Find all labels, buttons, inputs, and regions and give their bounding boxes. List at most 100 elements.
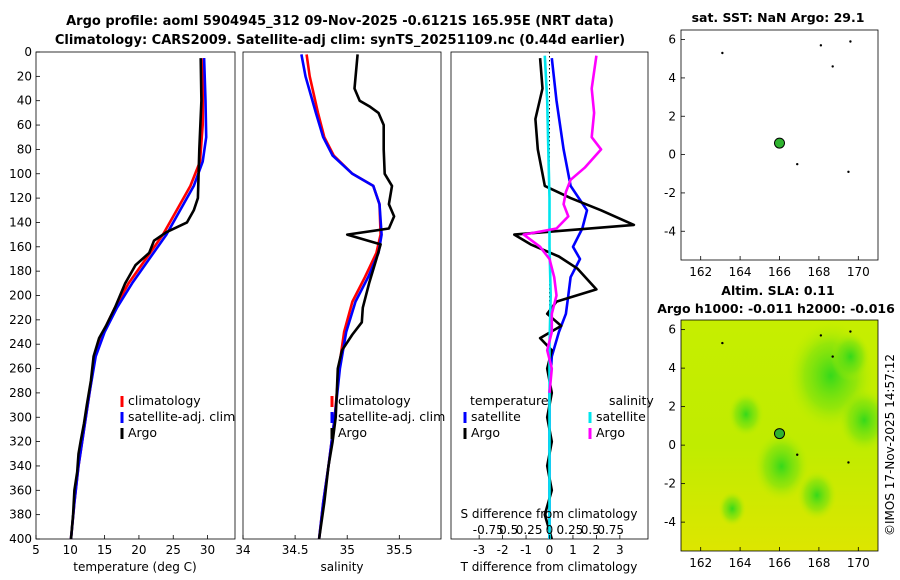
sla-map-y-ticks: 6 4 2 0 -2 -4 (664, 323, 685, 529)
y-tick-label: 20 (17, 69, 32, 83)
profile-dot (847, 170, 850, 174)
y-tick-label: 0 (668, 148, 676, 162)
sla-anomaly-blob (728, 392, 764, 437)
x-tick-label: 25 (166, 543, 181, 557)
x-tick-label: -1 (520, 543, 532, 557)
s-difference-label: S difference from climatology (461, 507, 638, 521)
y-tick-label: 6 (668, 323, 676, 337)
sla-anomaly-blob (718, 491, 747, 526)
legend-argo-label: Argo (128, 425, 157, 440)
y-tick-label: 6 (668, 33, 676, 47)
legend-climatology-label: climatology (128, 393, 201, 408)
profile-dot (831, 65, 834, 68)
salinity-diff-legend: salinity satellite Argo (588, 393, 654, 440)
sla-map-marks (721, 330, 852, 464)
y-tick-label: 320 (9, 435, 32, 449)
s-diff-tick-label: 0.25 (516, 523, 543, 537)
profile-dot (819, 44, 823, 47)
s-diff-tick-label: -0.75 (473, 523, 504, 537)
salinity-marks (300, 54, 396, 540)
profile-dot (849, 40, 852, 43)
x-tick-label: 162 (689, 556, 712, 570)
x-tick-label: 2 (593, 543, 601, 557)
y-tick-label: 300 (9, 410, 32, 424)
y-tick-label: 360 (9, 483, 32, 497)
x-tick-label: 10 (63, 543, 78, 557)
copyright-stamp: ©IMOS 17-Nov-2025 14:57:12 (883, 354, 897, 536)
profile-dot (796, 453, 799, 456)
title-line-1: Argo profile: aoml 5904945_312 09-Nov-20… (66, 14, 614, 29)
x-tick-label: 170 (847, 556, 870, 570)
y-tick-label: 60 (17, 118, 32, 132)
y-tick-label: 100 (9, 167, 32, 181)
tdiff-legend-argo-label: Argo (471, 425, 500, 440)
x-tick-label: 5 (32, 543, 40, 557)
sla-anomaly-blob (797, 470, 837, 520)
profile-dot (849, 330, 852, 333)
diff-series-line-3 (522, 55, 603, 394)
sdiff-legend-title: salinity (609, 393, 654, 408)
y-tick-label: -4 (664, 224, 676, 238)
salinity-x-label: salinity (320, 560, 363, 574)
sla-map-title-2: Argo h1000: -0.011 h2000: -0.016 (657, 301, 895, 316)
series-line-1 (69, 58, 208, 540)
y-tick-label: 0 (24, 45, 32, 59)
profile-dot (796, 162, 799, 166)
x-tick-label: 34 (235, 543, 250, 557)
temperature-y-ticks: 0 20 40 60 80 100 120 140 160 180 200 220 240 260 280 3… (9, 45, 40, 546)
x-tick-label: 164 (729, 556, 752, 570)
sla-anomaly-blob (830, 331, 871, 382)
x-tick-label: -3 (473, 543, 485, 557)
sst-map-panel: sat. SST: NaN Argo: 29.1 162 164 166 168 170… (664, 10, 879, 279)
temperature-diff-legend: temperature satellite Argo (463, 393, 549, 440)
y-tick-label: 220 (9, 313, 32, 327)
x-tick-label: 162 (689, 265, 712, 279)
s-difference-ticks: -0.750.50.25 0 0.250.50.75 (473, 523, 624, 537)
y-tick-label: 280 (9, 386, 32, 400)
y-tick-label: -4 (664, 515, 676, 529)
x-tick-label: 3 (616, 543, 624, 557)
diff-series-line-2 (543, 55, 552, 539)
x-tick-label: 1 (569, 543, 577, 557)
temperature-panel: 5 10 15 20 25 30 0 20 40 60 80 100 120 140 160 180 200 2… (9, 45, 236, 574)
sla-anomaly-blob (838, 388, 878, 453)
temperature-legend: climatology satellite-adj. clim Argo (120, 393, 235, 440)
y-tick-label: 40 (17, 94, 32, 108)
y-tick-label: 4 (668, 71, 676, 85)
y-tick-label: 340 (9, 459, 32, 473)
legend-satellite-label: satellite-adj. clim (128, 409, 235, 424)
temperature-x-label: temperature (deg C) (73, 560, 196, 574)
s-diff-tick-label: 0.75 (597, 523, 624, 537)
profile-dot (721, 341, 724, 345)
sla-field (718, 321, 878, 526)
x-tick-label: 168 (807, 265, 830, 279)
sst-map-title: sat. SST: NaN Argo: 29.1 (692, 10, 865, 25)
y-tick-label: 240 (9, 337, 32, 351)
x-tick-label: 35 (340, 543, 355, 557)
profile-dot (721, 51, 724, 55)
difference-marks (513, 55, 636, 540)
y-tick-label: 0 (668, 438, 676, 452)
x-tick-label: 164 (729, 265, 752, 279)
profile-dot (831, 355, 834, 358)
y-tick-label: 4 (668, 361, 676, 375)
sla-map-title-1: Altim. SLA: 0.11 (721, 283, 834, 298)
s-diff-tick-label: 0.5 (499, 523, 518, 537)
salinity-axes-box (242, 51, 442, 540)
sst-map-y-ticks: 6 4 2 0 -2 -4 (664, 33, 685, 238)
salinity-legend: climatology satellite-adj. clim Argo (330, 393, 445, 440)
s-diff-tick-label: 0.25 (557, 523, 584, 537)
y-tick-label: 160 (9, 240, 32, 254)
sdiff-legend-satellite-label: satellite (596, 409, 646, 424)
series-line-2 (317, 54, 396, 540)
x-tick-label: 168 (807, 556, 830, 570)
x-tick-label: -2 (497, 543, 509, 557)
sal-legend-climatology-label: climatology (338, 393, 411, 408)
difference-panel: -3 -2 -1 0 1 2 3 S difference from climatology… (450, 51, 654, 574)
y-tick-label: 260 (9, 362, 32, 376)
sal-legend-argo-label: Argo (338, 425, 367, 440)
sst-map-marks (721, 40, 852, 174)
sal-legend-satellite-label: satellite-adj. clim (338, 409, 445, 424)
series-line-2 (69, 58, 203, 540)
